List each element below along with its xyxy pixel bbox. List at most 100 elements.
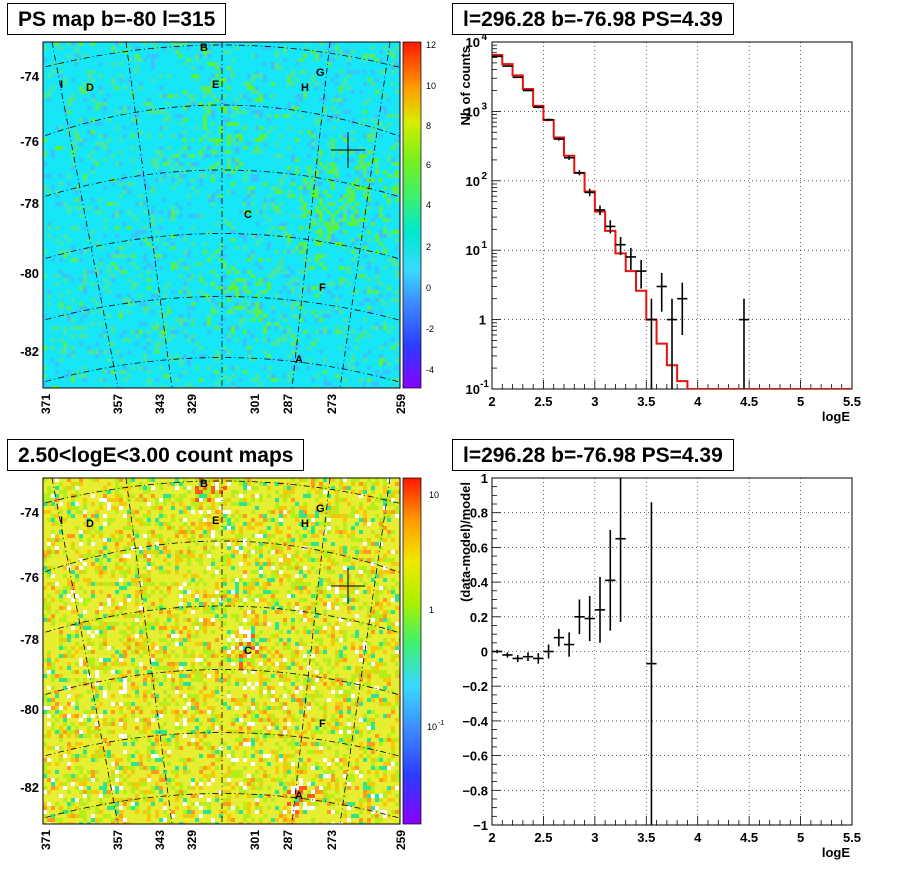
map-pixel — [63, 350, 67, 354]
map-pixel — [223, 774, 227, 778]
map-pixel — [243, 590, 247, 594]
map-pixel — [179, 558, 183, 562]
map-pixel — [227, 110, 231, 114]
map-pixel — [183, 282, 187, 286]
map-pixel — [307, 226, 311, 230]
map-pixel — [67, 694, 71, 698]
map-pixel — [283, 562, 287, 566]
map-pixel — [135, 202, 139, 206]
map-pixel — [347, 486, 351, 490]
map-pixel — [367, 726, 371, 730]
map-pixel — [151, 730, 155, 734]
map-pixel — [151, 602, 155, 606]
map-pixel — [155, 666, 159, 670]
map-pixel — [111, 342, 115, 346]
map-pixel — [267, 486, 271, 490]
map-pixel — [219, 82, 223, 86]
map-pixel — [223, 286, 227, 290]
map-pixel — [343, 214, 347, 218]
map-pixel — [343, 638, 347, 642]
map-pixel — [311, 342, 315, 346]
map-pixel — [371, 82, 375, 86]
map-pixel — [155, 730, 159, 734]
map-pixel — [283, 718, 287, 722]
map-pixel — [111, 82, 115, 86]
map-pixel — [351, 598, 355, 602]
map-pixel — [387, 294, 391, 298]
map-pixel — [187, 718, 191, 722]
map-pixel — [123, 190, 127, 194]
map-pixel — [115, 486, 119, 490]
map-pixel — [199, 690, 203, 694]
map-pixel — [371, 650, 375, 654]
map-pixel — [247, 210, 251, 214]
map-pixel — [351, 702, 355, 706]
map-pixel — [315, 230, 319, 234]
map-pixel — [263, 734, 267, 738]
map-pixel — [227, 138, 231, 142]
map-pixel — [95, 142, 99, 146]
map-pixel — [75, 670, 79, 674]
map-pixel — [335, 606, 339, 610]
map-pixel — [231, 722, 235, 726]
map-pixel — [239, 538, 243, 542]
map-pixel — [319, 54, 323, 58]
map-pixel — [103, 718, 107, 722]
map-pixel — [175, 478, 179, 482]
map-pixel — [275, 142, 279, 146]
map-pixel — [391, 50, 395, 54]
map-pixel — [215, 358, 219, 362]
map-pixel — [319, 482, 323, 486]
map-pixel — [199, 554, 203, 558]
map-pixel — [75, 734, 79, 738]
map-pixel — [251, 662, 255, 666]
map-pixel — [387, 502, 391, 506]
map-pixel — [67, 654, 71, 658]
map-pixel — [235, 510, 239, 514]
map-pixel — [307, 554, 311, 558]
map-pixel — [79, 766, 83, 770]
map-pixel — [211, 386, 215, 388]
map-pixel — [371, 530, 375, 534]
map-pixel — [119, 630, 123, 634]
map-pixel — [367, 590, 371, 594]
map-pixel — [307, 650, 311, 654]
map-pixel — [179, 494, 183, 498]
map-pixel — [115, 766, 119, 770]
map-pixel — [83, 774, 87, 778]
map-pixel — [151, 590, 155, 594]
map-pixel — [235, 246, 239, 250]
map-pixel — [187, 202, 191, 206]
map-pixel — [211, 574, 215, 578]
map-pixel — [123, 766, 127, 770]
map-pixel — [99, 618, 103, 622]
map-pixel — [315, 626, 319, 630]
map-pixel — [47, 494, 51, 498]
map-pixel — [223, 486, 227, 490]
map-pixel — [367, 586, 371, 590]
map-pixel — [371, 562, 375, 566]
map-pixel — [55, 190, 59, 194]
map-pixel — [331, 50, 335, 54]
map-pixel — [323, 646, 327, 650]
map-pixel — [371, 218, 375, 222]
map-pixel — [367, 754, 371, 758]
map-pixel — [319, 730, 323, 734]
map-pixel — [311, 630, 315, 634]
map-pixel — [123, 650, 127, 654]
map-pixel — [371, 654, 375, 658]
map-pixel — [203, 594, 207, 598]
map-pixel — [219, 678, 223, 682]
map-pixel — [363, 522, 367, 526]
map-pixel — [219, 742, 223, 746]
map-pixel — [291, 358, 295, 362]
map-pixel — [355, 178, 359, 182]
map-pixel — [175, 202, 179, 206]
map-pixel — [199, 678, 203, 682]
map-pixel — [135, 762, 139, 766]
map-pixel — [119, 314, 123, 318]
map-pixel — [91, 678, 95, 682]
map-pixel — [67, 54, 71, 58]
map-pixel — [227, 78, 231, 82]
map-pixel — [151, 486, 155, 490]
